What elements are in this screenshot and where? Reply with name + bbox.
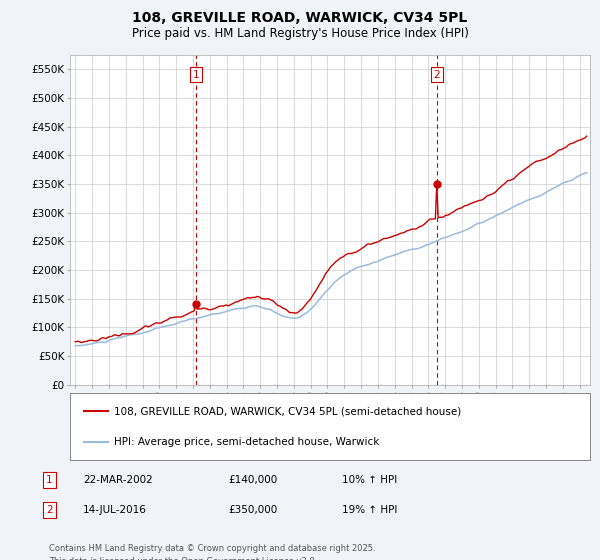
Text: 108, GREVILLE ROAD, WARWICK, CV34 5PL: 108, GREVILLE ROAD, WARWICK, CV34 5PL (133, 11, 467, 25)
Text: Price paid vs. HM Land Registry's House Price Index (HPI): Price paid vs. HM Land Registry's House … (131, 27, 469, 40)
Text: 108, GREVILLE ROAD, WARWICK, CV34 5PL (semi-detached house): 108, GREVILLE ROAD, WARWICK, CV34 5PL (s… (115, 407, 461, 417)
Text: 2: 2 (46, 505, 53, 515)
Text: 1: 1 (46, 475, 53, 485)
Text: 19% ↑ HPI: 19% ↑ HPI (342, 505, 397, 515)
Text: 14-JUL-2016: 14-JUL-2016 (83, 505, 146, 515)
Text: £140,000: £140,000 (228, 475, 277, 485)
Text: Contains HM Land Registry data © Crown copyright and database right 2025.
This d: Contains HM Land Registry data © Crown c… (49, 544, 376, 560)
Text: 1: 1 (193, 70, 199, 80)
Text: 2: 2 (433, 70, 440, 80)
Text: £350,000: £350,000 (228, 505, 277, 515)
Text: 10% ↑ HPI: 10% ↑ HPI (342, 475, 397, 485)
Text: HPI: Average price, semi-detached house, Warwick: HPI: Average price, semi-detached house,… (115, 437, 380, 447)
Text: 22-MAR-2002: 22-MAR-2002 (83, 475, 152, 485)
